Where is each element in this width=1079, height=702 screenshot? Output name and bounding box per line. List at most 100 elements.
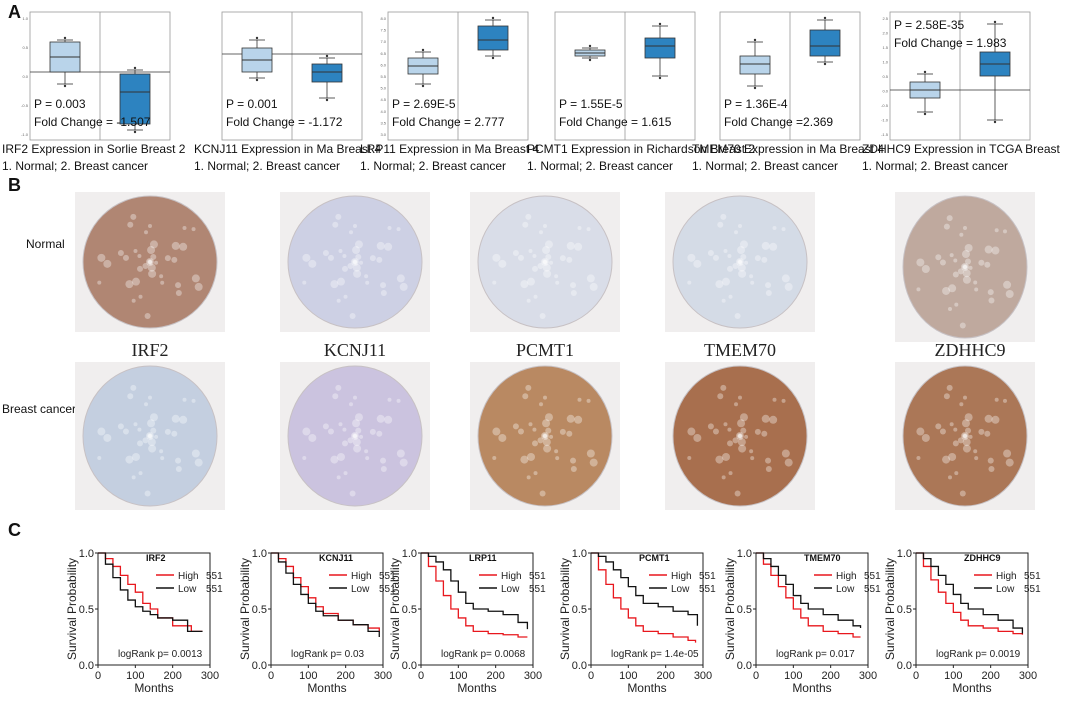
x-tick-label: 0 <box>95 670 101 682</box>
y-tick-label: -0.5 <box>881 103 889 108</box>
panel-label-b: B <box>8 175 21 195</box>
y-tick-label: -1.0 <box>21 132 29 137</box>
cancer-box <box>809 29 841 57</box>
boxplot-groups: 1. Normal; 2. Breast cancer <box>692 159 839 173</box>
y-axis-label: Survival Probability <box>558 558 572 660</box>
y-tick-label: 0.5 <box>22 45 28 50</box>
legend-count: 551 <box>864 571 881 582</box>
cancer-box <box>119 73 151 125</box>
y-tick-label: 7.5 <box>380 28 386 33</box>
logrank-p: logRank p= 0.0013 <box>118 649 203 660</box>
ihc-cancer-tmem70 <box>665 362 815 510</box>
x-tick-label: 300 <box>524 670 542 682</box>
chart-title: LRP11 <box>469 553 497 563</box>
km-chart-zdhhc9: 0.0 0.5 1.0 0 100 200 300 Survival Probability M… <box>880 545 1052 695</box>
x-tick-label: 200 <box>821 670 839 682</box>
y-tick-label: 6.0 <box>380 62 386 67</box>
y-tick-label: 0.0 <box>79 660 94 672</box>
y-tick-label: 1.0 <box>252 548 267 560</box>
boxplot-groups: 1. Normal; 2. Breast cancer <box>194 159 341 173</box>
fold-change: Fold Change =2.369 <box>724 115 834 129</box>
boxplot-groups: 1. Normal; 2. Breast cancer <box>527 159 674 173</box>
gene-label-pcmt1: PCMT1 <box>515 340 575 360</box>
p-value: P = 0.003 <box>34 97 86 111</box>
x-tick-label: 100 <box>944 670 962 682</box>
legend-count: 551 <box>529 571 546 582</box>
y-tick-label: 0.5 <box>897 604 912 616</box>
chart-title: KCNJ11 <box>319 553 353 563</box>
x-tick-label: 300 <box>694 670 712 682</box>
x-tick-label: 100 <box>784 670 802 682</box>
boxplot-caption: PCMT1 Expression in Richardson Breast 2 <box>527 142 756 156</box>
survival-curve-low <box>271 552 380 637</box>
fold-change: Fold Change = -1.172 <box>226 115 343 129</box>
x-tick-label: 100 <box>449 670 467 682</box>
logrank-p: logRank p= 1.4e-05 <box>611 649 699 660</box>
y-axis-label: Survival Probability <box>65 558 79 660</box>
km-chart-tmem70: 0.0 0.5 1.0 0 100 200 300 Survival Probability M… <box>720 545 892 695</box>
x-tick-label: 200 <box>981 670 999 682</box>
km-chart-kcnj11: 0.0 0.5 1.0 0 100 200 300 Survival Probability M… <box>235 545 407 695</box>
y-tick-label: 1.0 <box>402 548 417 560</box>
ihc-normal-irf2 <box>75 192 225 332</box>
boxplot-pcmt1: P = 1.55E-5 Fold Change = 1.615 <box>545 11 700 142</box>
y-tick-label: 1.0 <box>882 60 888 65</box>
legend-high: High <box>836 571 857 582</box>
y-tick-label: 1.0 <box>737 548 752 560</box>
chart-title: PCMT1 <box>639 553 670 563</box>
x-axis-label: Months <box>792 681 831 695</box>
survival-curve-low <box>421 552 529 630</box>
legend-low: Low <box>671 584 690 595</box>
y-tick-label: 7.0 <box>380 39 386 44</box>
y-tick-label: -1.0 <box>881 118 889 123</box>
p-value: P = 1.55E-5 <box>559 97 623 111</box>
legend-count: 551 <box>529 584 546 595</box>
boxplot-caption: ZDHHC9 Expression in TCGA Breast <box>862 142 1060 156</box>
x-axis-label: Months <box>952 681 991 695</box>
y-tick-label: 0.0 <box>572 660 587 672</box>
survival-curve-low <box>916 552 1024 634</box>
boxplot-caption: LRP11 Expression in Ma Breast 4 <box>360 142 540 156</box>
y-tick-label: 1.0 <box>572 548 587 560</box>
fold-change: Fold Change = 1.983 <box>894 36 1007 50</box>
x-tick-label: 0 <box>588 670 594 682</box>
x-tick-label: 0 <box>913 670 919 682</box>
y-tick-label: 6.5 <box>380 51 386 56</box>
x-axis-label: Months <box>627 681 666 695</box>
boxplot-zdhhc9: 2.5 2.0 1.5 1.0 0.5 0.0 -0.5 -1.0 -1.5 P = 2.58E-… <box>880 11 1035 142</box>
logrank-p: logRank p= 0.0019 <box>936 649 1021 660</box>
y-axis-label: Survival Probability <box>883 558 897 660</box>
legend-low: Low <box>836 584 855 595</box>
gene-label-kcnj11: KCNJ11 <box>323 340 387 360</box>
normal-box <box>739 55 771 75</box>
survival-curve-low <box>756 552 862 629</box>
legend-high: High <box>671 571 692 582</box>
legend-count: 551 <box>206 584 223 595</box>
logrank-p: logRank p= 0.03 <box>291 649 365 660</box>
y-tick-label: 1.0 <box>897 548 912 560</box>
legend-count: 551 <box>699 571 716 582</box>
fold-change: Fold Change = 1.615 <box>559 115 672 129</box>
legend-high: High <box>351 571 372 582</box>
survival-curve-high <box>591 552 697 643</box>
ihc-cancer-pcmt1 <box>470 362 620 510</box>
chart-title: ZDHHC9 <box>964 553 1001 563</box>
y-tick-label: 8.0 <box>380 16 386 21</box>
logrank-p: logRank p= 0.0068 <box>441 649 526 660</box>
y-tick-label: 0.5 <box>737 604 752 616</box>
boxplot-groups: 1. Normal; 2. Breast cancer <box>2 159 149 173</box>
p-value: P = 2.69E-5 <box>392 97 456 111</box>
boxplot-caption: TMEM70 Expression in Ma Breast 4 <box>692 142 885 156</box>
legend-low: Low <box>996 584 1015 595</box>
logrank-p: logRank p= 0.017 <box>776 649 855 660</box>
panel-label-c: C <box>8 520 21 540</box>
x-axis-label: Months <box>457 681 496 695</box>
ihc-normal-tmem70 <box>665 192 815 332</box>
boxplot-tmem70: P = 1.36E-4 Fold Change =2.369 <box>710 11 865 142</box>
legend-count: 551 <box>1024 571 1041 582</box>
survival-curve-high <box>916 552 1024 635</box>
legend-count: 551 <box>206 571 223 582</box>
x-axis-label: Months <box>307 681 346 695</box>
x-tick-label: 200 <box>336 670 354 682</box>
panel-label-a: A <box>8 2 21 22</box>
